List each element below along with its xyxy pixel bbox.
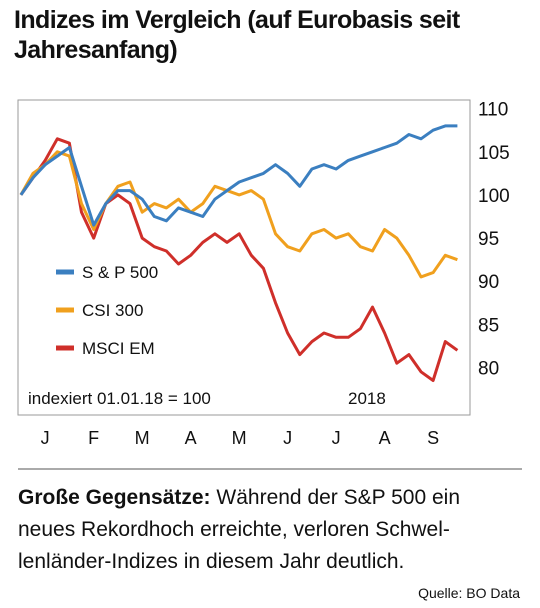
y-tick-label: 95 xyxy=(478,229,499,250)
y-tick-label: 85 xyxy=(478,315,499,336)
plot-frame xyxy=(17,99,471,416)
x-tick-label: A xyxy=(185,428,197,448)
series-line xyxy=(19,124,458,227)
title-line: Indizes im Vergleich (auf Eurobasis seit xyxy=(14,6,461,34)
y-tick-label: 80 xyxy=(478,359,499,380)
series-line xyxy=(19,137,459,382)
chart-title: Indizes im Vergleich (auf Eurobasis seit… xyxy=(14,6,461,64)
y-tick-label: 90 xyxy=(478,272,499,293)
y-tick-label: 105 xyxy=(478,143,510,164)
x-tick-label: J xyxy=(283,428,292,448)
x-tick-label: A xyxy=(379,428,391,448)
legend-label: S & P 500 xyxy=(82,263,158,282)
y-tick-label: 110 xyxy=(478,100,508,121)
x-tick-label: M xyxy=(135,428,150,448)
x-tick-label: J xyxy=(41,428,50,448)
caption-line: lenländer-Indizes in diesem Jahr deutlic… xyxy=(18,550,404,573)
x-tick-label: F xyxy=(88,428,99,448)
annotation: indexiert 01.01.18 = 100 xyxy=(28,389,211,408)
annotation: 2018 xyxy=(348,389,386,408)
legend-label: MSCI EM xyxy=(82,339,155,358)
caption-text: Während der S&P 500 ein xyxy=(216,486,460,509)
title-line: Jahresanfang) xyxy=(14,36,177,64)
y-tick-label: 100 xyxy=(478,186,510,207)
caption-lead: Große Gegensätze: xyxy=(18,486,211,509)
x-tick-label: M xyxy=(232,428,247,448)
x-tick-label: S xyxy=(427,428,439,448)
series-line xyxy=(19,150,458,279)
caption-line: neues Rekordhoch erreichte, verloren Sch… xyxy=(18,518,450,541)
legend-label: CSI 300 xyxy=(82,301,143,320)
source: Quelle: BO Data xyxy=(418,585,520,601)
x-tick-label: J xyxy=(332,428,341,448)
caption-line: Große Gegensätze: Während der S&P 500 ei… xyxy=(18,486,460,509)
